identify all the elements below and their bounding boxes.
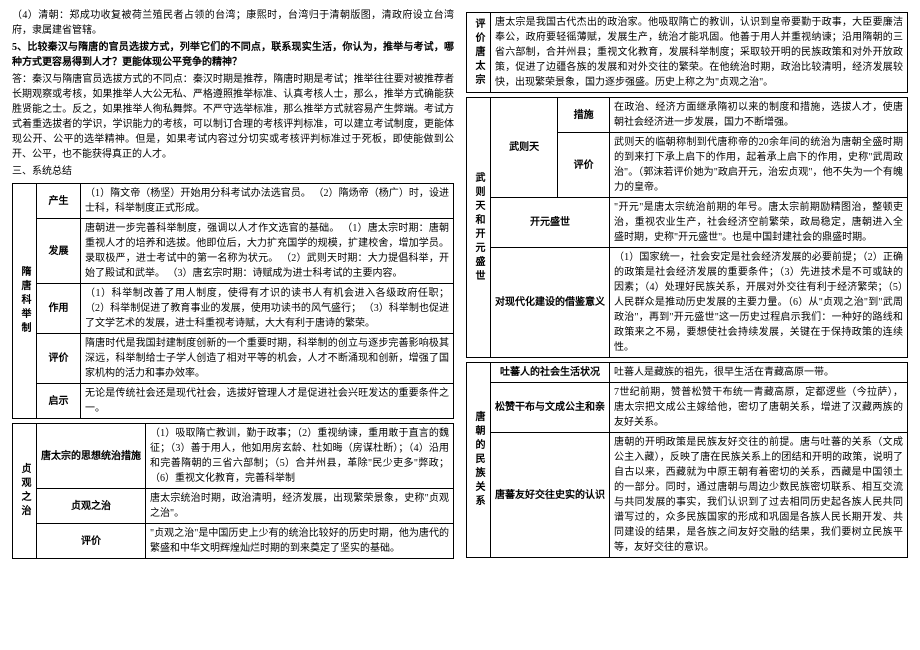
taizong-content: 唐太宗是我国古代杰出的政治家。他吸取隋亡的教训，认识到皇帝要勤于政事，大臣要廉洁… xyxy=(491,13,908,93)
keju-row-c: （1）隋文帝（杨坚）开始用分科考试办法选官员。 （2）隋炀帝（杨广）时，设进士科… xyxy=(81,184,454,219)
zhenguan-vlabel: 贞观之治 xyxy=(13,424,37,559)
q5-title: 5、比较秦汉与隋唐的官员选拔方式，列举它们的不同点，联系现实生活，你认为，推举与… xyxy=(12,40,454,70)
section-3: 三、系统总结 xyxy=(12,164,454,179)
wuzetian-vlabel: 武则天和开元盛世 xyxy=(467,98,491,358)
table-zhenguan: 贞观之治 唐太宗的思想统治措施 （1）吸取隋亡教训，勤于政事；（2）重视纳谏，重… xyxy=(12,423,454,559)
keju-row-h: 产生 xyxy=(37,184,81,219)
table-minzu: 唐朝的民族关系 吐蕃人的社会生活状况 吐蕃人是藏族的祖先，很早生活在青藏高原一带… xyxy=(466,362,908,558)
para-4-qing: （4）清朝：郑成功收复被荷兰殖民者占领的台湾；康熙时，台湾归于清朝版图，清政府设… xyxy=(12,8,454,38)
minzu-vlabel: 唐朝的民族关系 xyxy=(467,363,491,558)
table-keju: 隋唐科举制 产生 （1）隋文帝（杨坚）开始用分科考试办法选官员。 （2）隋炀帝（… xyxy=(12,183,454,419)
keju-vlabel: 隋唐科举制 xyxy=(13,184,37,419)
q5-answer: 答：秦汉与隋唐官员选拔方式的不同点：秦汉时期是推荐，隋唐时期是考试；推举往往要对… xyxy=(12,72,454,162)
taizong-vlabel: 评价唐太宗 xyxy=(467,13,491,93)
table-taizong: 评价唐太宗 唐太宗是我国古代杰出的政治家。他吸取隋亡的教训，认识到皇帝要勤于政事… xyxy=(466,12,908,93)
table-wuzetian: 武则天和开元盛世 武则天 措施 在政治、经济方面继承隋初以来的制度和措施，选拔人… xyxy=(466,97,908,358)
